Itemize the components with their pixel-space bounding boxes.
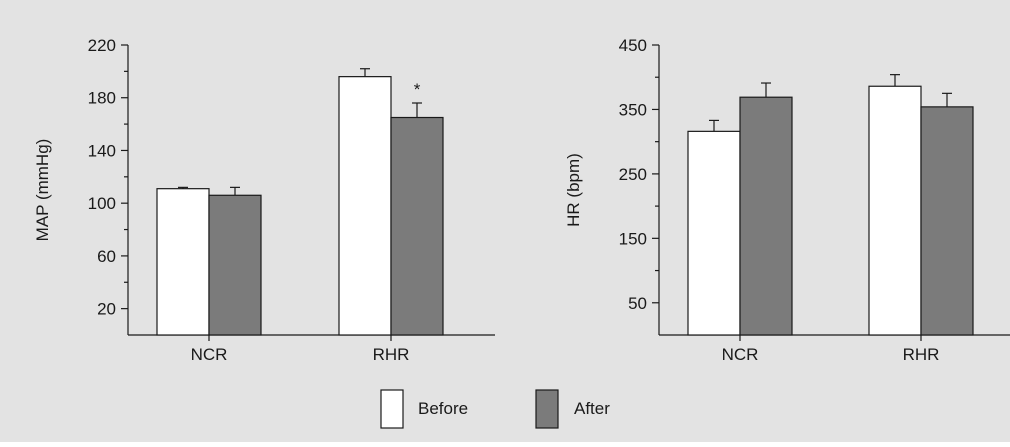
y-tick-label: 150 — [619, 229, 647, 248]
chart-panel-1: 20 60 100 140 180 220 MAP (mmHg) NCR RHR * — [33, 36, 495, 364]
bar-before-ncr — [156, 188, 210, 336]
y-tick-label: 350 — [619, 100, 647, 119]
x-tick-label-rhr: RHR — [903, 345, 940, 364]
y-axis-title: HR (bpm) — [564, 153, 583, 227]
y-tick-label: 60 — [97, 247, 116, 266]
legend-swatch-after — [535, 389, 559, 429]
y-tick-label: 20 — [97, 300, 116, 319]
x-tick-label-ncr: NCR — [191, 345, 228, 364]
y-tick-label: 140 — [88, 141, 116, 160]
bar-after-rhr — [390, 116, 444, 336]
legend-swatch-before — [380, 389, 404, 429]
y-tick-label: 250 — [619, 165, 647, 184]
y-axis-title: MAP (mmHg) — [33, 139, 52, 242]
y-tick-label: 450 — [619, 36, 647, 55]
y-tick-label: 220 — [88, 36, 116, 55]
y-tick-label: 100 — [88, 194, 116, 213]
bar-before-rhr — [338, 76, 392, 336]
chart-panel-2: 50 150 250 350 450 HR (bpm) NCR RHR — [564, 36, 1010, 364]
bar-after-ncr — [739, 96, 793, 336]
bar-before-rhr — [868, 85, 922, 336]
legend-label-before: Before — [418, 399, 468, 418]
x-tick-label-ncr: NCR — [722, 345, 759, 364]
bar-after-rhr — [920, 106, 974, 336]
y-tick-label: 180 — [88, 89, 116, 108]
legend-label-after: After — [574, 399, 610, 418]
legend: Before After — [380, 389, 610, 429]
bar-after-ncr — [208, 194, 262, 336]
significance-marker: * — [414, 80, 421, 99]
y-tick-label: 50 — [628, 294, 647, 313]
bar-before-ncr — [687, 130, 741, 336]
x-tick-label-rhr: RHR — [373, 345, 410, 364]
